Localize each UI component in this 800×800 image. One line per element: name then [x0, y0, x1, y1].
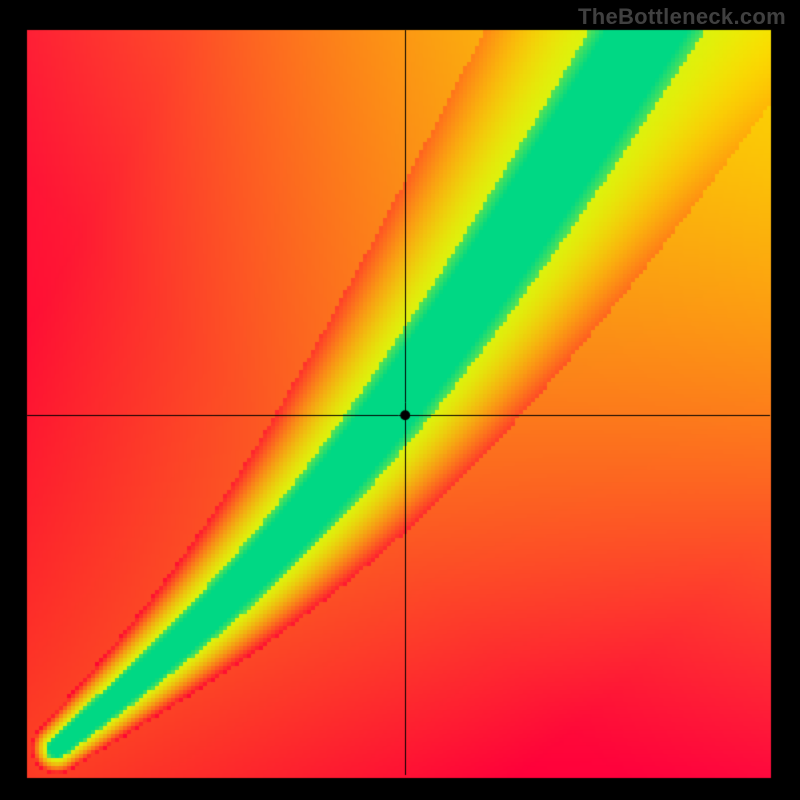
crosshair-overlay	[0, 0, 800, 800]
watermark-text: TheBottleneck.com	[578, 4, 786, 30]
